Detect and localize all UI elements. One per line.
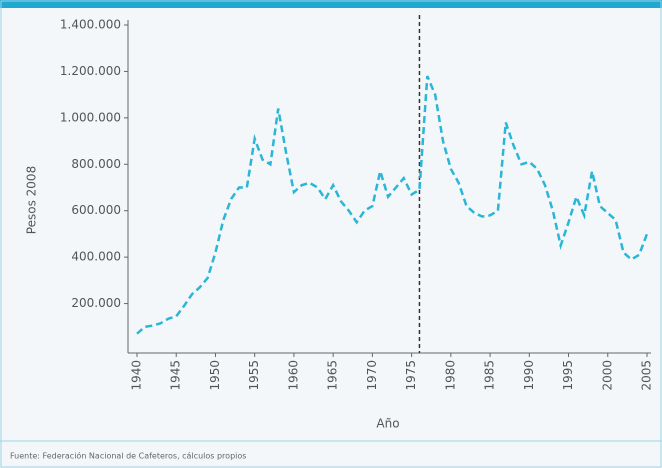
y-tick-label: 800.000 xyxy=(71,157,121,171)
x-tick-label: 1990 xyxy=(522,360,536,391)
x-tick-label: 1955 xyxy=(247,360,261,391)
x-tick-label: 1975 xyxy=(404,360,418,391)
x-tick-label: 1950 xyxy=(208,360,222,391)
data-line xyxy=(136,75,649,335)
banner xyxy=(0,0,662,8)
y-tick-label: 1.200.000 xyxy=(60,64,121,78)
x-tick-label: 1995 xyxy=(561,360,575,391)
y-tick-label: 1.000.000 xyxy=(60,110,121,124)
x-tick-label: 1985 xyxy=(483,360,497,391)
x-tick-label: 1940 xyxy=(130,360,144,391)
x-tick-label: 1980 xyxy=(443,360,457,391)
x-tick-label: 1965 xyxy=(326,360,340,391)
y-tick-label: 400.000 xyxy=(71,250,121,264)
y-tick-label: 200.000 xyxy=(71,296,121,310)
x-tick-label: 2000 xyxy=(600,360,614,391)
x-tick-label: 1945 xyxy=(169,360,183,391)
x-tick-label: 1970 xyxy=(365,360,379,391)
x-tick-label: 1960 xyxy=(286,360,300,391)
y-axis-label: Pesos 2008 xyxy=(25,166,39,234)
x-axis-label: Año xyxy=(376,417,399,431)
source-note: Fuente: Federación Nacional de Cafeteros… xyxy=(10,451,246,461)
y-tick-label: 1.400.000 xyxy=(60,18,121,32)
x-tick-label: 2005 xyxy=(640,360,654,391)
y-tick-label: 600.000 xyxy=(71,203,121,217)
